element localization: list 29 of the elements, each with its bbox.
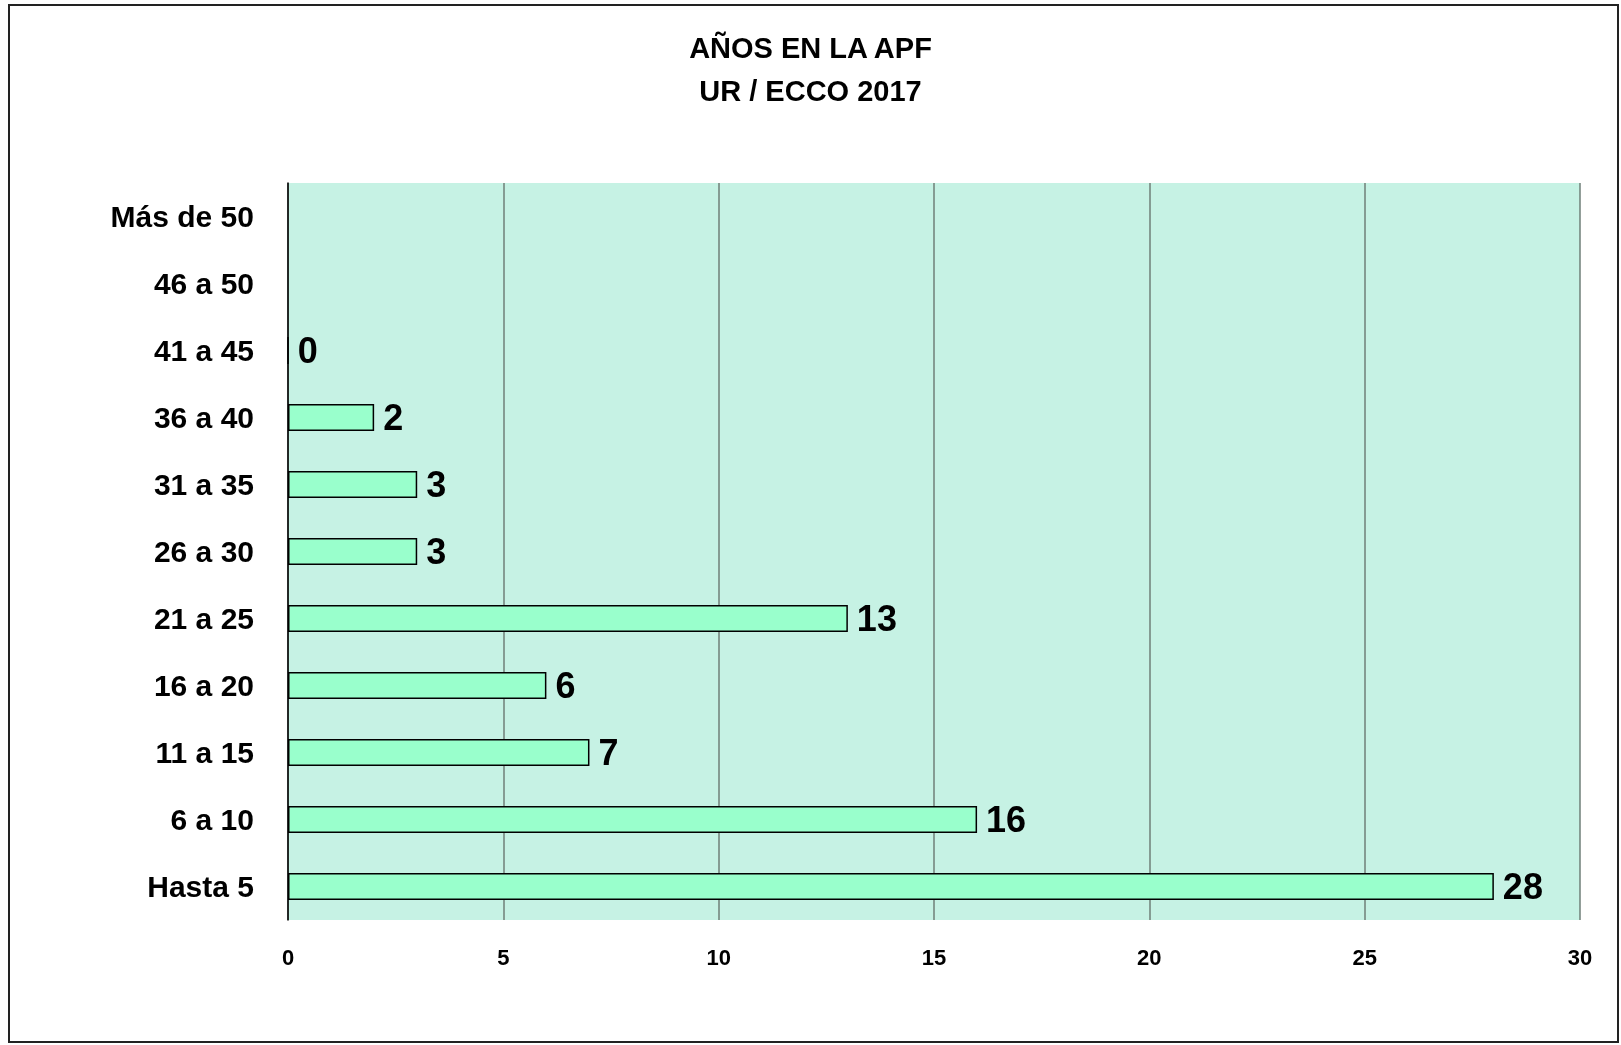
x-tick-label: 30: [1567, 944, 1593, 970]
y-tick-label: 26 a 30: [153, 535, 254, 568]
data-label: 0: [297, 330, 318, 371]
chart-subtitle: UR / ECCO 2017: [699, 74, 922, 107]
data-label: 28: [1502, 866, 1543, 907]
x-tick-label: 0: [281, 944, 295, 970]
y-tick-label: 16 a 20: [153, 669, 254, 702]
data-label: 2: [383, 397, 404, 438]
chart-title: AÑOS EN LA APF: [689, 30, 932, 64]
y-tick-label: 31 a 35: [153, 468, 254, 501]
y-tick-label: 11 a 15: [155, 736, 254, 769]
data-label: 16: [986, 799, 1027, 840]
x-tick-label: 10: [706, 944, 731, 970]
y-tick-label: Hasta 5: [147, 870, 254, 903]
data-label: 6: [555, 665, 576, 706]
y-tick-label: 36 a 40: [153, 401, 254, 434]
data-label: 7: [598, 732, 619, 773]
x-tick-label: 15: [921, 944, 947, 970]
y-tick-label: 21 a 25: [153, 602, 254, 635]
y-tick-label: 6 a 10: [170, 803, 254, 836]
y-tick-label: 41 a 45: [153, 334, 254, 367]
data-label: 13: [856, 598, 897, 639]
data-label: 3: [426, 531, 447, 572]
x-tick-label: 20: [1137, 944, 1162, 970]
y-tick-label: 46 a 50: [153, 267, 254, 300]
data-label: 3: [426, 464, 447, 505]
y-tick-label: Más de 50: [110, 200, 254, 233]
x-tick-label: 5: [497, 944, 510, 970]
x-tick-label: 25: [1352, 944, 1377, 970]
